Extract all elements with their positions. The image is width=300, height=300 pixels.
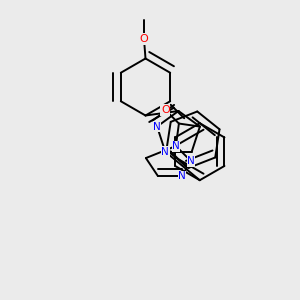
- Text: N: N: [178, 171, 186, 181]
- Text: O: O: [140, 34, 148, 44]
- Text: N: N: [153, 122, 161, 131]
- Text: O: O: [161, 105, 170, 115]
- Text: N: N: [161, 147, 169, 157]
- Text: N: N: [172, 141, 180, 151]
- Text: N: N: [187, 156, 195, 166]
